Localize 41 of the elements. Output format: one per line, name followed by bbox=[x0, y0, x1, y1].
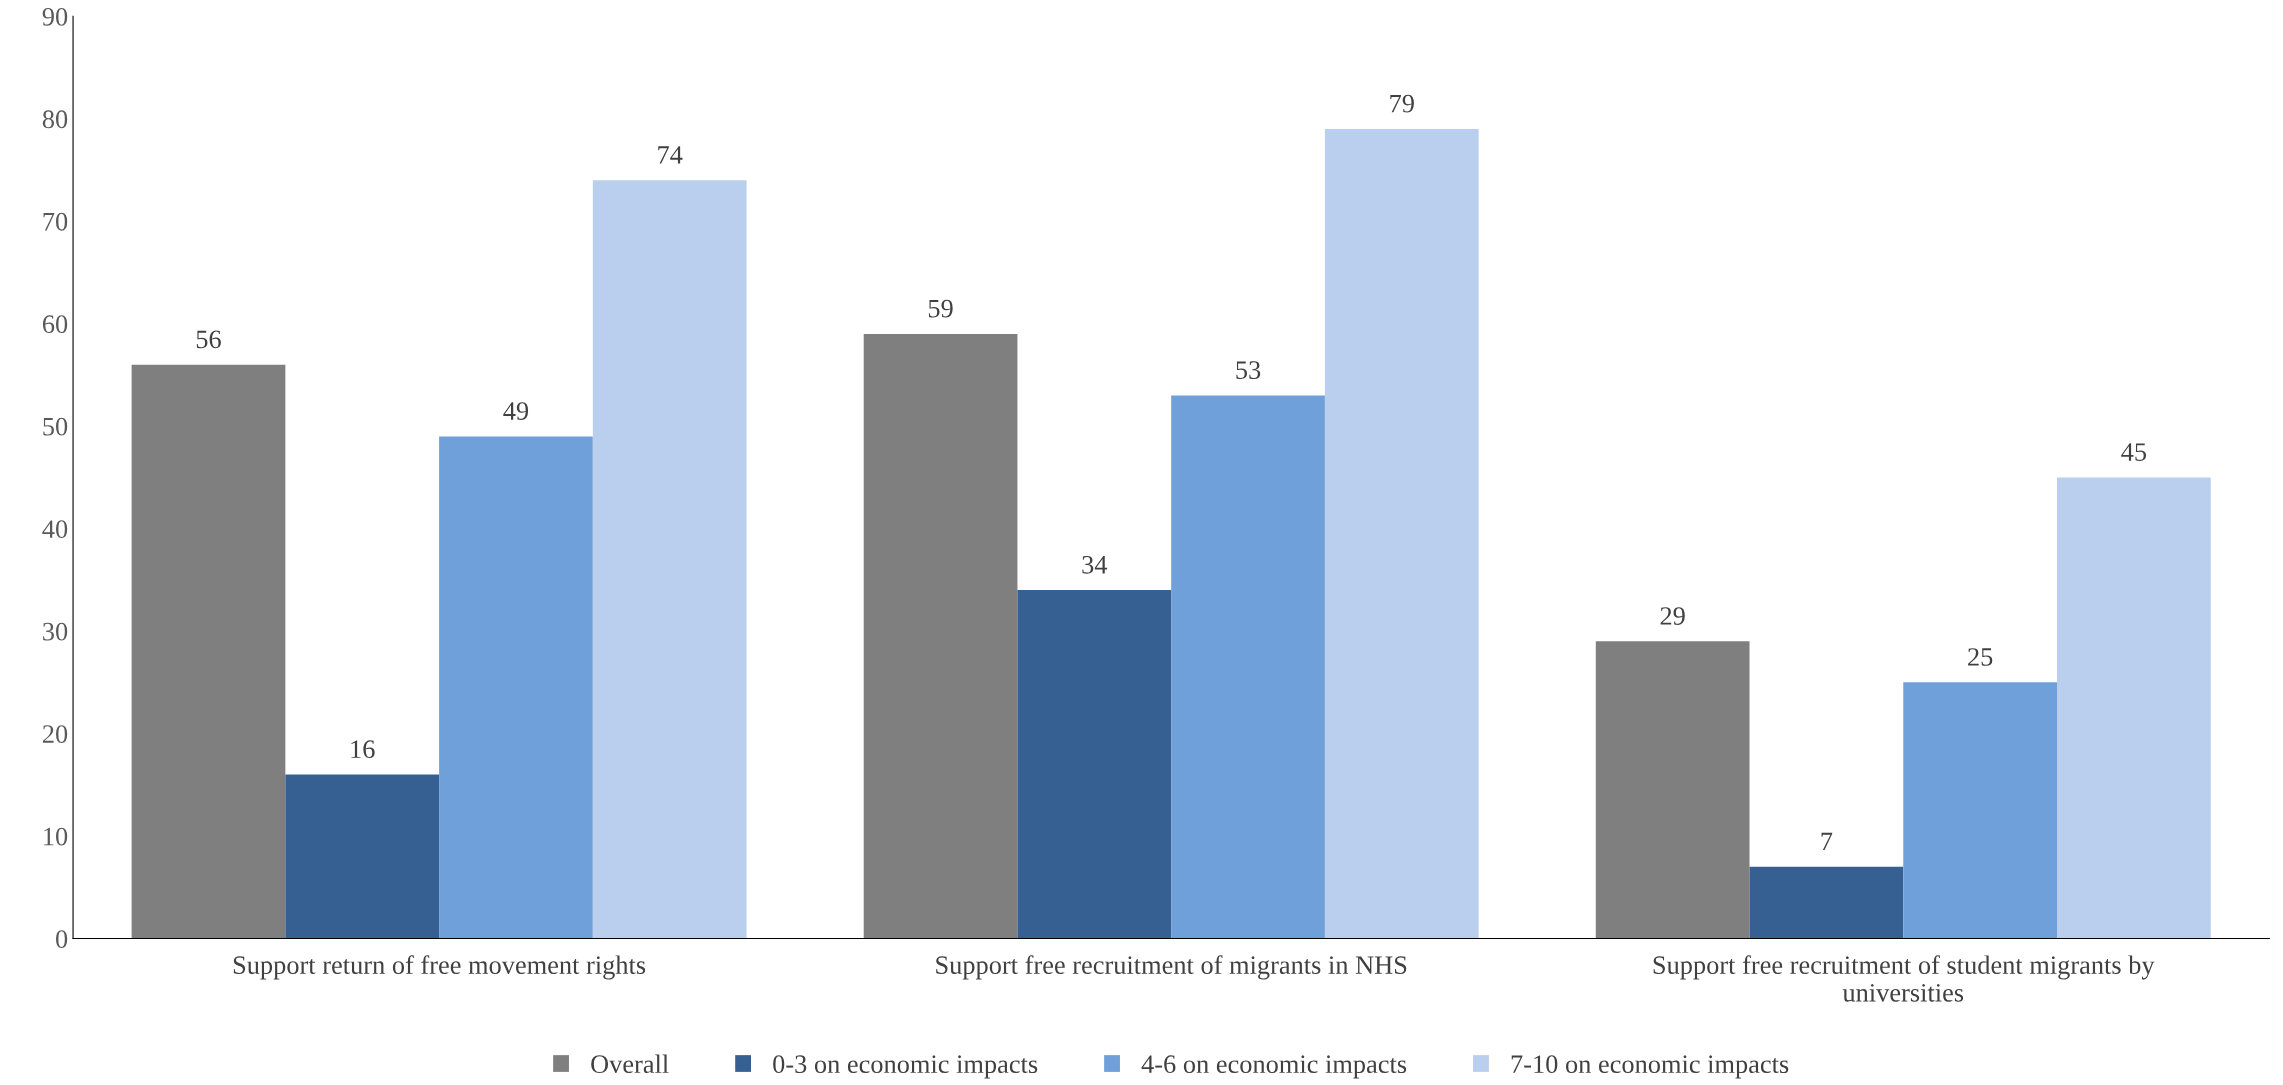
bar bbox=[1749, 866, 1904, 939]
legend-label: 0-3 on economic impacts bbox=[773, 1055, 1038, 1079]
bar bbox=[1595, 641, 1750, 939]
y-tick-label: 0 bbox=[56, 930, 68, 948]
bar bbox=[439, 436, 593, 939]
bar bbox=[1324, 128, 1479, 939]
x-tick-label: Support return of free movement rights bbox=[233, 955, 646, 980]
data-label: 16 bbox=[351, 740, 375, 759]
bar bbox=[131, 364, 286, 939]
y-tick-label: 90 bbox=[42, 7, 68, 26]
data-label: 34 bbox=[1082, 555, 1108, 574]
data-label: 74 bbox=[658, 146, 683, 164]
y-tick-label: 60 bbox=[42, 315, 68, 334]
y-tick-label: 80 bbox=[42, 110, 68, 129]
y-tick-label: 40 bbox=[42, 520, 68, 539]
data-label: 56 bbox=[196, 330, 221, 349]
x-tick-label: Support free recruitment of student migrants by universities bbox=[1653, 955, 2155, 1002]
legend-label: 4-6 on economic impacts bbox=[1141, 1055, 1407, 1079]
data-label: 45 bbox=[2121, 443, 2147, 461]
y-tick-label: 30 bbox=[43, 622, 68, 641]
bar bbox=[1171, 395, 1325, 939]
y-tick-label: 20 bbox=[42, 725, 68, 743]
bar bbox=[1017, 590, 1172, 939]
data-label: 7 bbox=[1821, 832, 1833, 851]
data-label: 79 bbox=[1390, 94, 1414, 113]
bar bbox=[592, 180, 747, 939]
data-label: 53 bbox=[1236, 361, 1261, 379]
y-tick-label: 50 bbox=[43, 417, 68, 436]
data-label: 25 bbox=[1968, 648, 1993, 666]
data-label: 29 bbox=[1660, 607, 1685, 625]
bar bbox=[285, 774, 440, 939]
bar bbox=[1903, 682, 2057, 939]
data-label: 49 bbox=[503, 402, 529, 420]
data-label: 59 bbox=[928, 299, 953, 318]
legend-label: 7-10 on economic impacts bbox=[1511, 1055, 1789, 1079]
bar bbox=[2057, 477, 2211, 939]
y-tick-label: 70 bbox=[43, 212, 68, 231]
x-tick-label: Support free recruitment of migrants in NHS bbox=[936, 955, 1407, 980]
legend-label: Overall bbox=[591, 1054, 669, 1074]
bar bbox=[863, 333, 1018, 939]
y-tick-label: 10 bbox=[44, 827, 68, 846]
